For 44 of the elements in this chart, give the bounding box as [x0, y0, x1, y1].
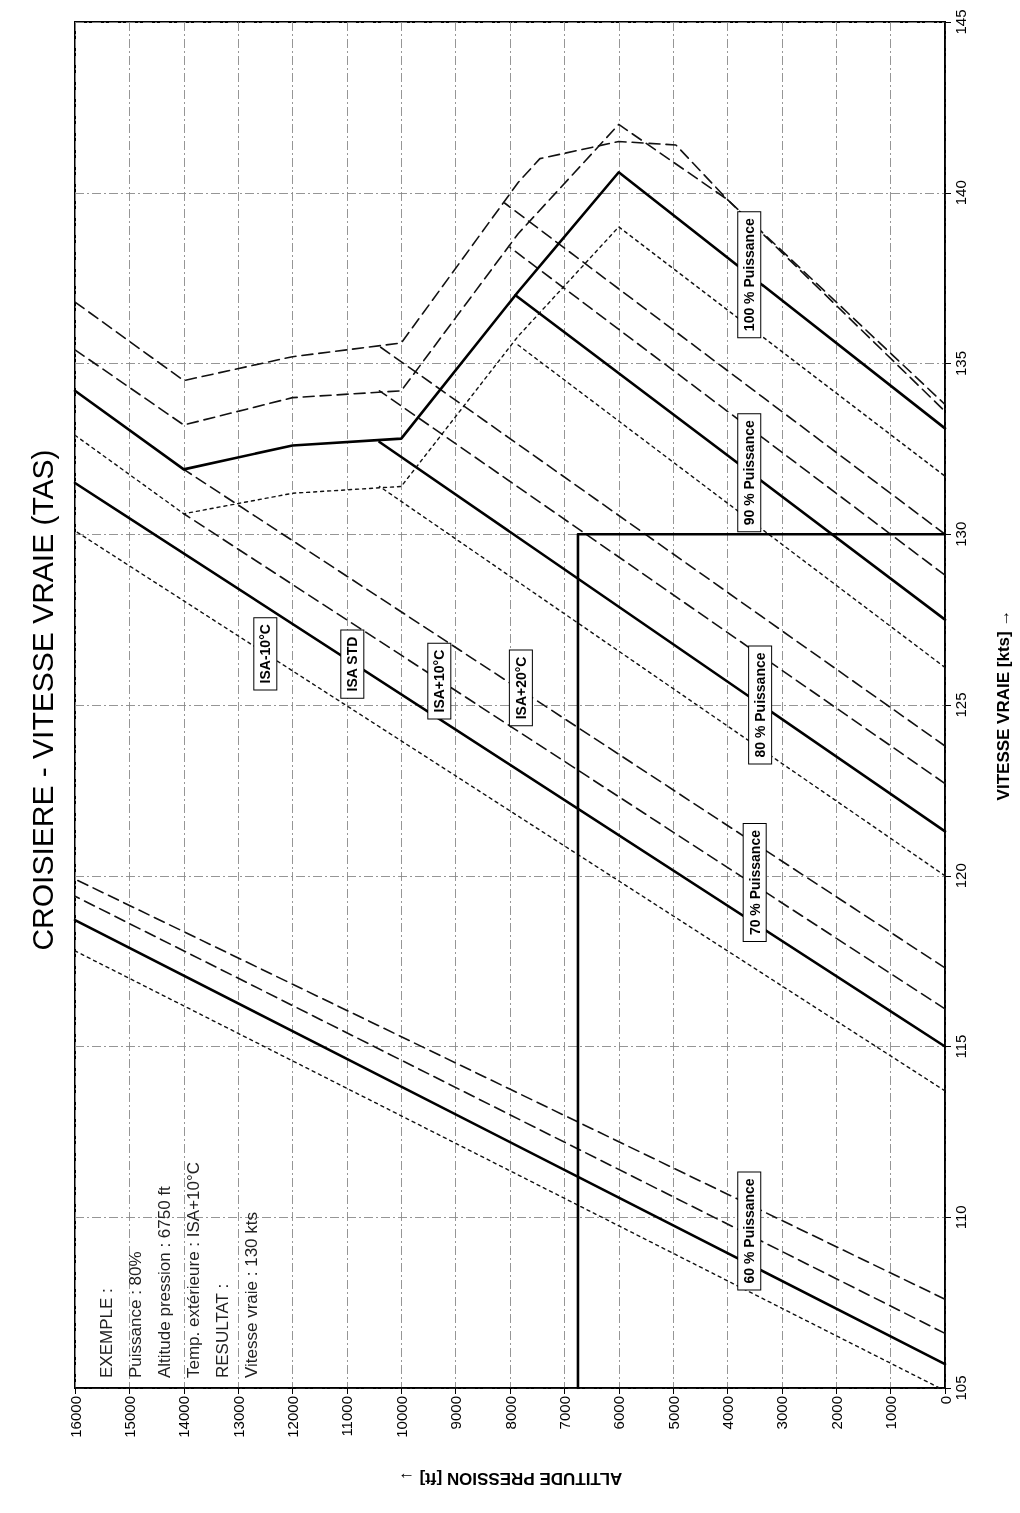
x-tick-label: 16000 — [66, 1396, 84, 1438]
x-tick-label: 5000 — [664, 1396, 682, 1430]
x-tick-label: 6000 — [610, 1396, 628, 1430]
x-tick-label: 15000 — [120, 1396, 138, 1438]
x-tick-label: 7000 — [555, 1396, 573, 1430]
x-tick-label: 0 — [936, 1396, 954, 1405]
y-axis-title: VITESSE VRAIE [kts] → — [994, 609, 1013, 801]
x-tick-label: 10000 — [392, 1396, 410, 1438]
x-axis-title: ALTITUDE PRESSION [ft] → — [397, 1469, 623, 1488]
x-tick-label: 8000 — [501, 1396, 519, 1430]
annotation: 70 % Puissance — [746, 829, 763, 936]
annotation: Puissance : 80% — [126, 1251, 145, 1378]
x-tick-label: 14000 — [175, 1396, 193, 1438]
annotation: RESULTAT : — [213, 1283, 232, 1378]
y-tick-label: 145 — [952, 9, 969, 35]
x-tick-label: 13000 — [229, 1396, 247, 1438]
annotation: 100 % Puissance — [741, 218, 758, 332]
y-tick-label: 125 — [952, 692, 969, 718]
annotation: ISA-10°C — [257, 624, 274, 684]
x-tick-label: 2000 — [827, 1396, 845, 1430]
annotation: ISA+10°C — [431, 649, 448, 713]
annotation: 90 % Puissance — [741, 420, 758, 526]
y-tick-label: 105 — [952, 1375, 969, 1401]
y-tick-label: 135 — [952, 350, 969, 377]
annotation: EXEMPLE : — [97, 1288, 116, 1378]
annotation: 80 % Puissance — [752, 652, 769, 758]
annotation: ISA+20°C — [512, 656, 529, 720]
x-tick-label: 9000 — [447, 1396, 465, 1430]
annotation: 60 % Puissance — [741, 1178, 758, 1284]
x-tick-label: 3000 — [773, 1396, 791, 1430]
x-tick-label: 1000 — [882, 1396, 900, 1430]
y-tick-label: 130 — [952, 521, 969, 547]
x-tick-label: 4000 — [719, 1396, 736, 1430]
annotation: Temp. extérieure : ISA+10°C — [184, 1161, 203, 1378]
x-tick-label: 11000 — [338, 1396, 356, 1437]
text: CROISIERE - VITESSE VRAIE (TAS) — [25, 449, 59, 951]
y-tick-label: 110 — [952, 1205, 969, 1230]
annotation: ISA STD — [344, 636, 361, 692]
y-tick-label: 120 — [952, 863, 969, 889]
annotation: Vitesse vraie : 130 kts — [242, 1212, 261, 1378]
y-tick-label: 140 — [952, 180, 969, 206]
annotation: Altitude pression : 6750 ft — [155, 1185, 174, 1378]
x-tick-label: 12000 — [284, 1396, 301, 1438]
y-tick-label: 115 — [952, 1034, 969, 1059]
